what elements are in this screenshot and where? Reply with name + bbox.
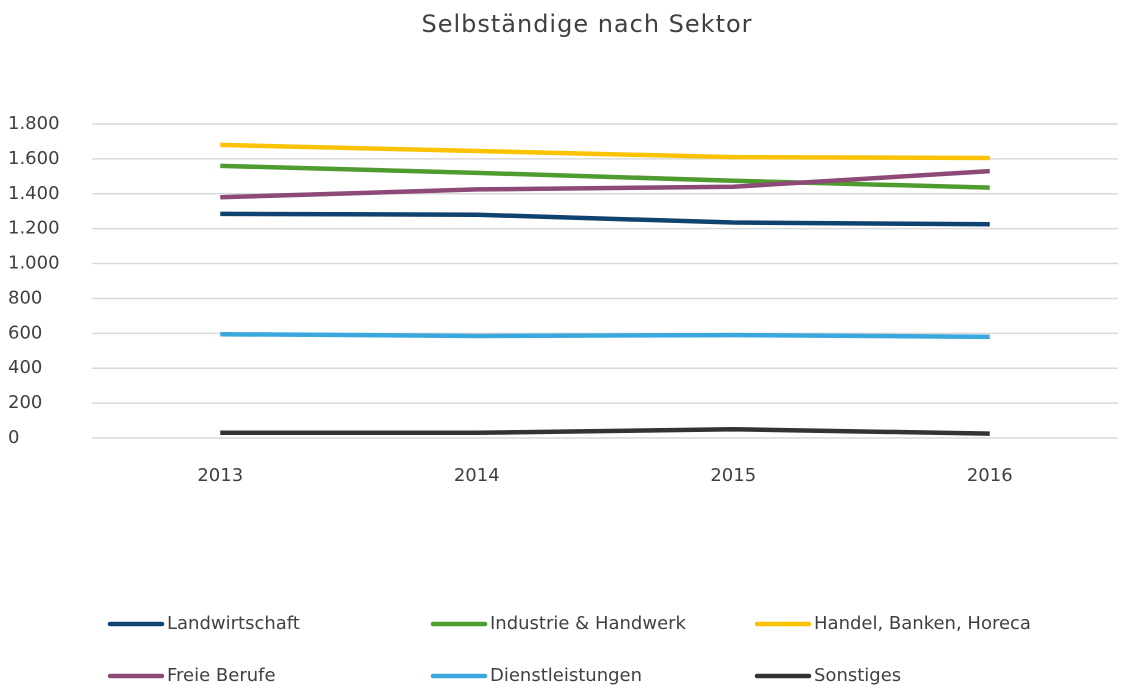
series-line	[220, 168, 990, 200]
x-tick-label: 2016	[967, 465, 1013, 486]
series-line	[220, 142, 990, 161]
y-tick-label: 0	[8, 427, 19, 448]
chart-title: Selbständige nach Sektor	[421, 10, 752, 38]
series-line	[220, 163, 990, 190]
y-tick-label: 1.600	[8, 148, 60, 169]
y-tick-label: 400	[8, 357, 42, 378]
y-tick-label: 1.800	[8, 113, 60, 134]
legend-label: Landwirtschaft	[167, 613, 300, 634]
legend-label: Freie Berufe	[167, 665, 276, 686]
y-tick-label: 800	[8, 287, 42, 308]
legend-label: Dienstleistungen	[490, 665, 642, 686]
y-tick-label: 1.400	[8, 183, 60, 204]
legend-label: Sonstiges	[814, 665, 901, 686]
x-tick-label: 2013	[197, 465, 243, 486]
series-line	[220, 331, 990, 340]
legend-label: Handel, Banken, Horeca	[814, 613, 1031, 634]
x-tick-label: 2014	[454, 465, 500, 486]
series-line	[220, 427, 990, 436]
y-tick-label: 200	[8, 392, 42, 413]
y-tick-label: 1.000	[8, 253, 60, 274]
y-tick-label: 1.200	[8, 218, 60, 239]
y-tick-label: 600	[8, 322, 42, 343]
series-line	[220, 211, 990, 227]
x-tick-label: 2015	[710, 465, 756, 486]
legend-label: Industrie & Handwerk	[490, 613, 687, 634]
